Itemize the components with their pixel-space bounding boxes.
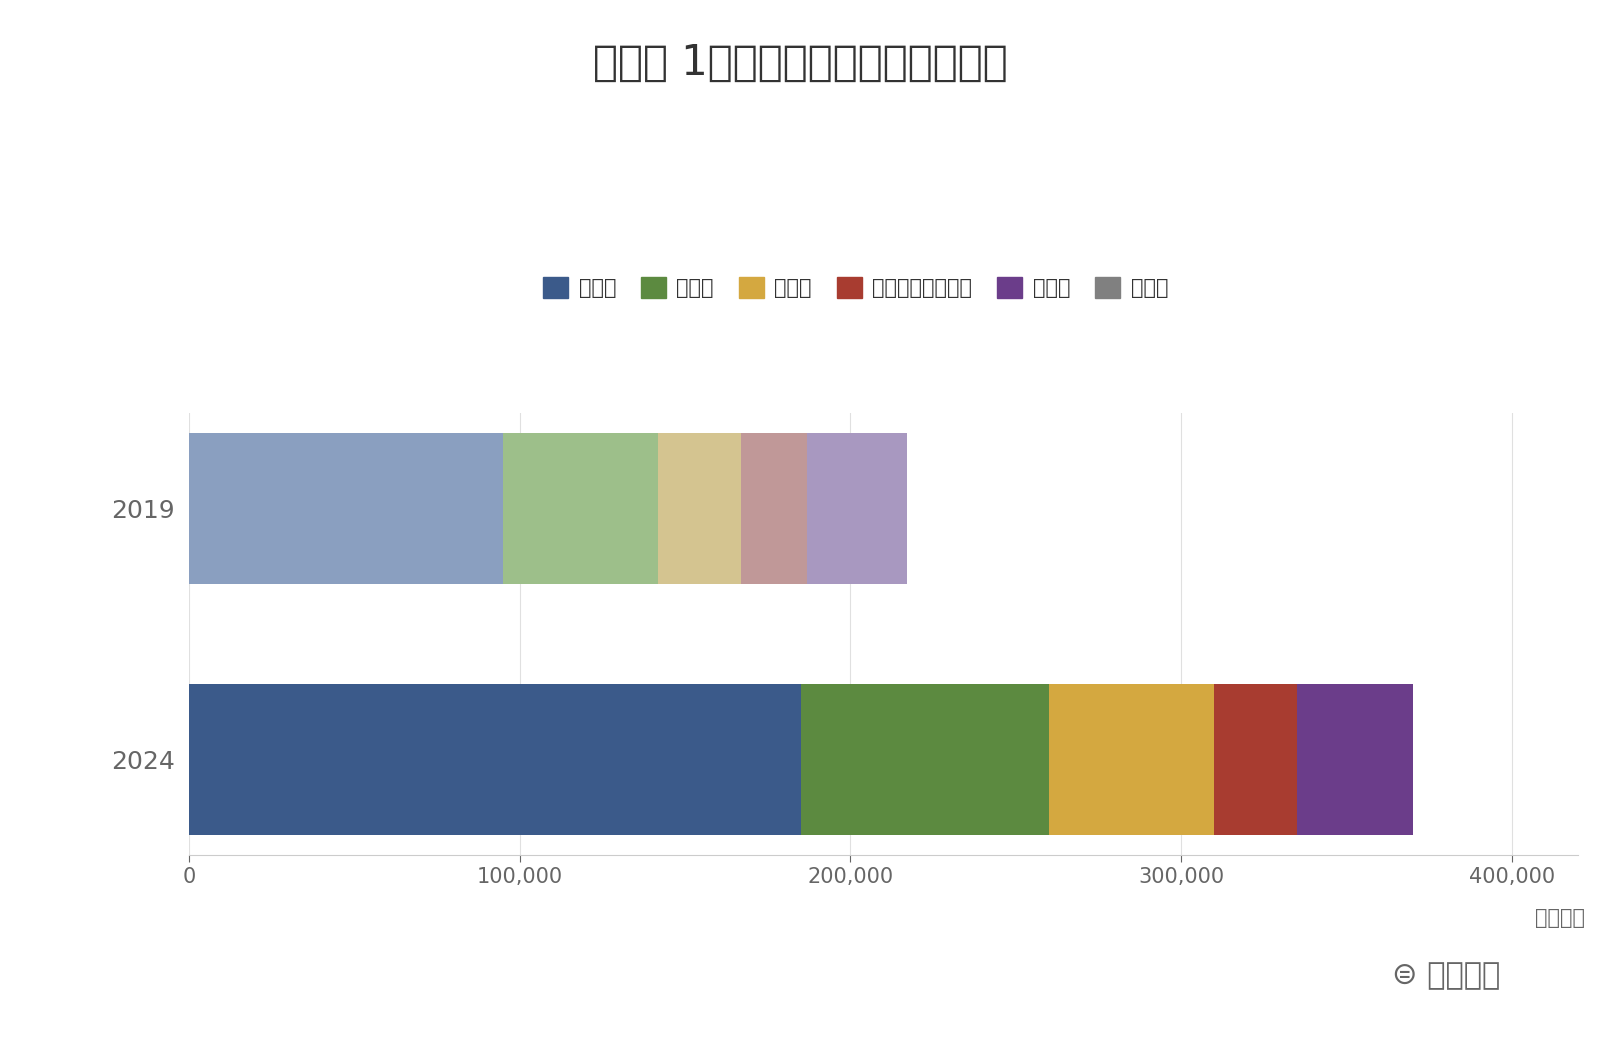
Text: 費目別 1人あたり訪日米国人消費額: 費目別 1人あたり訪日米国人消費額 xyxy=(592,42,1008,84)
Bar xyxy=(1050,684,1214,835)
Bar xyxy=(1214,684,1298,835)
Bar xyxy=(502,433,659,584)
Bar xyxy=(189,433,502,584)
Bar xyxy=(808,433,907,584)
Bar xyxy=(800,684,1050,835)
Bar xyxy=(1298,684,1413,835)
Bar xyxy=(659,433,741,584)
Text: ⊜ 訪日ラボ: ⊜ 訪日ラボ xyxy=(1392,961,1501,990)
Bar xyxy=(189,684,800,835)
Text: （万円）: （万円） xyxy=(1534,909,1586,929)
Legend: 宿泊費, 飲食費, 交通費, 娯楽等サービス費, 買物代, その他: 宿泊費, 飲食費, 交通費, 娯楽等サービス費, 買物代, その他 xyxy=(534,268,1176,307)
Bar xyxy=(741,433,808,584)
